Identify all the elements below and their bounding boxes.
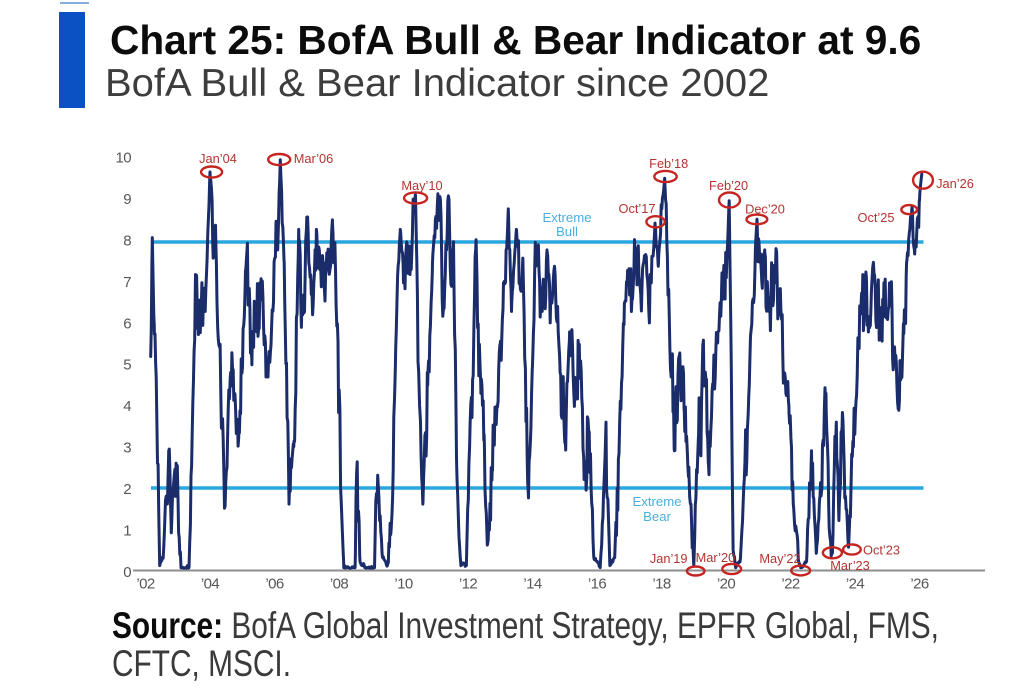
svg-text:Bear: Bear [643,509,671,524]
svg-text:’14: ’14 [523,576,541,593]
svg-text:8: 8 [123,233,131,250]
svg-text:May’10: May’10 [401,178,442,193]
svg-text:Extreme: Extreme [542,210,591,225]
svg-text:Mar’06: Mar’06 [294,151,334,166]
svg-text:3: 3 [123,440,131,457]
svg-text:’26: ’26 [910,576,928,593]
svg-text:’12: ’12 [459,576,477,593]
svg-text:’16: ’16 [588,576,606,593]
svg-text:’22: ’22 [781,576,799,593]
svg-text:’10: ’10 [394,576,412,593]
svg-text:7: 7 [123,274,131,291]
svg-text:’08: ’08 [330,576,348,593]
svg-text:’20: ’20 [717,576,735,593]
svg-text:1: 1 [123,522,131,539]
svg-text:Oct’25: Oct’25 [858,210,895,225]
svg-text:Feb’18: Feb’18 [649,156,688,171]
svg-text:Mar’20: Mar’20 [696,550,736,565]
svg-text:4: 4 [123,398,131,415]
svg-text:May’22: May’22 [759,551,800,566]
svg-text:’04: ’04 [201,576,219,593]
svg-text:Jan’19: Jan’19 [650,551,688,566]
svg-text:0: 0 [123,564,131,581]
svg-text:Feb’20: Feb’20 [709,178,748,193]
svg-text:Jan’26: Jan’26 [936,176,974,191]
svg-text:6: 6 [123,315,131,332]
svg-text:Jan’04: Jan’04 [199,151,237,166]
svg-text:Bull: Bull [556,224,578,239]
svg-text:10: 10 [116,150,132,167]
svg-text:Dec’20: Dec’20 [745,202,785,217]
svg-text:’02: ’02 [136,576,154,593]
svg-text:Oct’17: Oct’17 [619,201,656,216]
svg-text:’06: ’06 [265,576,283,593]
svg-text:’18: ’18 [652,576,670,593]
svg-text:Oct’23: Oct’23 [863,543,900,558]
svg-text:Mar’23: Mar’23 [830,558,870,573]
svg-text:5: 5 [123,357,131,374]
svg-text:Extreme: Extreme [632,494,681,509]
svg-text:’24: ’24 [846,576,864,593]
svg-text:2: 2 [123,481,131,498]
svg-text:9: 9 [123,191,131,208]
